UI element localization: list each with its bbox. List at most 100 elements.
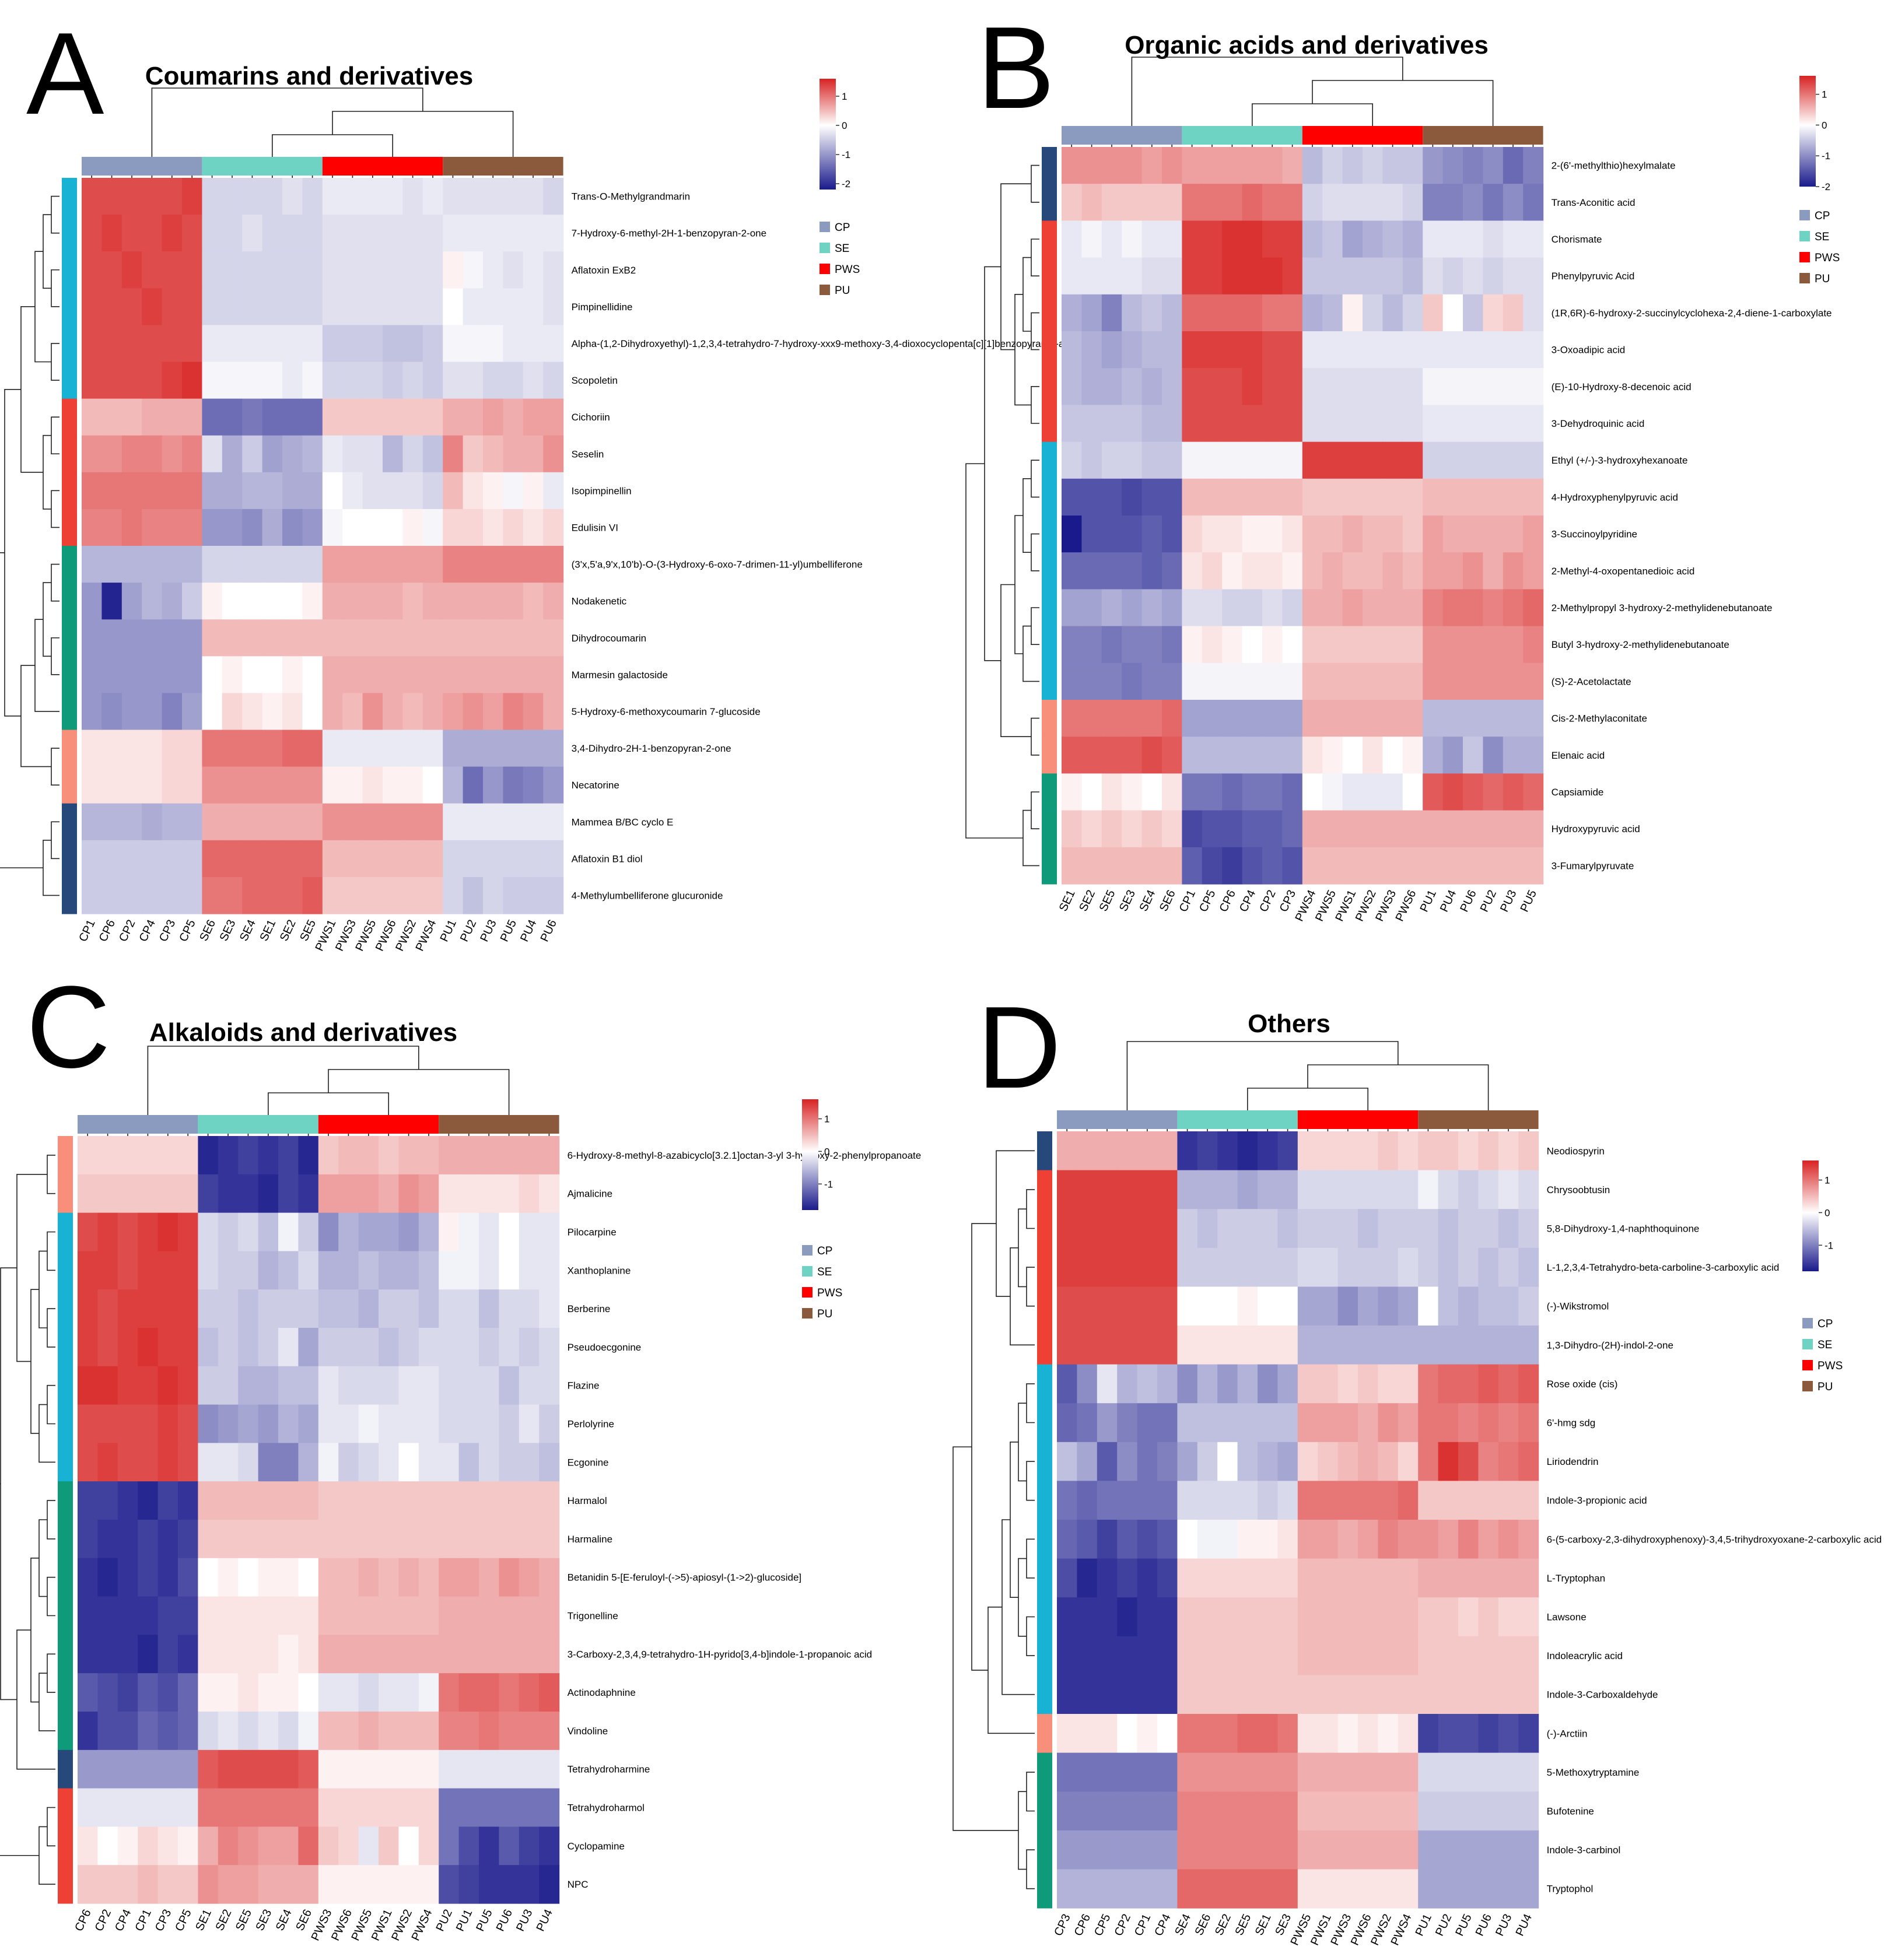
heatmap-cell bbox=[278, 1558, 299, 1597]
heatmap-cell bbox=[523, 251, 544, 289]
heatmap-cell bbox=[1458, 1636, 1479, 1675]
heatmap-cell bbox=[262, 398, 283, 436]
heatmap-cell bbox=[523, 876, 544, 914]
heatmap-cell bbox=[78, 1136, 98, 1175]
heatmap-cell bbox=[157, 1443, 178, 1482]
heatmap-cell bbox=[523, 398, 544, 436]
heatmap-cell bbox=[458, 1673, 479, 1712]
heatmap-cell bbox=[318, 1481, 339, 1520]
heatmap-cell bbox=[97, 1749, 118, 1789]
heatmap-cell bbox=[1302, 331, 1323, 369]
heatmap-cell bbox=[242, 215, 263, 252]
heatmap-cell bbox=[338, 1174, 359, 1214]
row-label: Harmaline bbox=[568, 1534, 612, 1545]
heatmap-cell bbox=[1258, 1791, 1278, 1831]
heatmap-cell bbox=[422, 472, 443, 510]
heatmap-cell bbox=[523, 693, 544, 731]
heatmap-cell bbox=[182, 435, 202, 473]
heatmap-cell bbox=[1242, 368, 1263, 405]
heatmap-cell bbox=[1297, 1286, 1318, 1326]
heatmap-cell bbox=[1057, 1675, 1077, 1714]
heatmap-cell bbox=[379, 1826, 399, 1866]
heatmap-cell bbox=[1302, 589, 1323, 627]
heatmap-cell bbox=[422, 803, 443, 841]
heatmap-cell bbox=[1438, 1558, 1459, 1598]
heatmap-cell bbox=[157, 1251, 178, 1290]
heatmap-cell bbox=[1197, 1286, 1218, 1326]
heatmap-cell bbox=[1177, 1326, 1198, 1365]
heatmap-cell bbox=[242, 288, 263, 325]
heatmap-cell bbox=[1222, 147, 1243, 184]
heatmap-cell bbox=[1282, 516, 1303, 553]
legend-label: SE bbox=[835, 243, 849, 255]
heatmap-cell bbox=[1262, 662, 1283, 700]
heatmap-cell bbox=[1262, 294, 1283, 332]
column-label: SE4 bbox=[1172, 1912, 1193, 1938]
heatmap-cell bbox=[1222, 184, 1243, 221]
heatmap-cell bbox=[1398, 1636, 1419, 1675]
heatmap-cell bbox=[398, 1788, 419, 1827]
heatmap-cell bbox=[418, 1673, 439, 1712]
heatmap-cell bbox=[97, 1328, 118, 1367]
legend-swatch bbox=[802, 1245, 813, 1256]
heatmap-cell bbox=[222, 398, 243, 436]
row-cluster-strip bbox=[1037, 1286, 1052, 1326]
heatmap-cell bbox=[82, 325, 102, 363]
heatmap-cell bbox=[1363, 405, 1383, 443]
scale-tick-label: -1 bbox=[1825, 1240, 1833, 1251]
heatmap-cell bbox=[479, 1404, 499, 1443]
heatmap-cell bbox=[1342, 516, 1363, 553]
column-group-bar bbox=[439, 1115, 559, 1134]
heatmap-cell bbox=[1523, 516, 1544, 553]
legend-label: PU bbox=[817, 1308, 832, 1320]
heatmap-cell bbox=[1358, 1247, 1378, 1287]
row-cluster-strip bbox=[62, 288, 77, 325]
heatmap-cell bbox=[483, 583, 503, 620]
heatmap-cell bbox=[1097, 1442, 1118, 1481]
heatmap-cell bbox=[138, 1788, 159, 1827]
dendro-branch bbox=[1031, 164, 1039, 203]
heatmap-cell bbox=[121, 362, 142, 399]
heatmap-cell bbox=[1302, 441, 1323, 479]
heatmap-cell bbox=[82, 619, 102, 657]
heatmap-cell bbox=[1302, 662, 1323, 700]
scale-tick-label: -2 bbox=[1822, 181, 1830, 192]
heatmap-cell bbox=[278, 1749, 299, 1789]
heatmap-cell bbox=[1498, 1636, 1519, 1675]
row-label: L-1,2,3,4-Tetrahydro-beta-carboline-3-ca… bbox=[1547, 1262, 1780, 1273]
heatmap-cell bbox=[1518, 1403, 1539, 1443]
row-label: Hydroxypyruvic acid bbox=[1552, 823, 1640, 835]
heatmap-cell bbox=[218, 1749, 239, 1789]
heatmap-cell bbox=[1237, 1403, 1258, 1443]
heatmap-cell bbox=[218, 1289, 239, 1328]
heatmap-cell bbox=[1137, 1558, 1158, 1598]
heatmap-cell bbox=[318, 1749, 339, 1789]
heatmap-cell bbox=[1202, 847, 1223, 885]
heatmap-cell bbox=[1297, 1364, 1318, 1404]
heatmap-cell bbox=[121, 840, 142, 878]
heatmap-cell bbox=[479, 1328, 499, 1367]
heatmap-cell bbox=[1141, 700, 1162, 737]
heatmap-cell bbox=[383, 398, 403, 436]
heatmap-cell bbox=[97, 1443, 118, 1482]
heatmap-cell bbox=[302, 472, 323, 510]
heatmap-cell bbox=[1217, 1791, 1238, 1831]
row-label: Flazine bbox=[568, 1380, 600, 1391]
heatmap-cell bbox=[503, 693, 524, 731]
heatmap-cell bbox=[1262, 589, 1283, 627]
heatmap-cell bbox=[1322, 552, 1343, 590]
heatmap-cell bbox=[1162, 331, 1182, 369]
heatmap-cell bbox=[362, 472, 383, 510]
heatmap-cell bbox=[1262, 700, 1283, 737]
column-label: PU4 bbox=[518, 918, 539, 944]
heatmap-cell bbox=[222, 546, 243, 583]
heatmap-cell bbox=[1523, 700, 1544, 737]
heatmap-cell bbox=[1258, 1247, 1278, 1287]
heatmap-cell bbox=[1258, 1403, 1278, 1443]
heatmap-cell bbox=[318, 1865, 339, 1904]
heatmap-cell bbox=[1222, 737, 1243, 774]
heatmap-cell bbox=[1122, 626, 1143, 664]
column-label: SE3 bbox=[253, 1908, 274, 1933]
heatmap-cell bbox=[383, 693, 403, 731]
heatmap-cell bbox=[142, 583, 163, 620]
